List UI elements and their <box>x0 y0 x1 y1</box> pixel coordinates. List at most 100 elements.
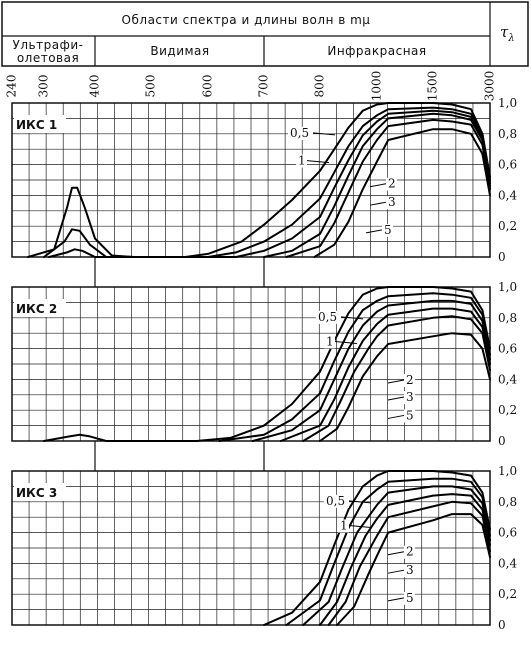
curve-label: 0,5 <box>318 310 337 324</box>
panel-title-backing <box>14 115 66 133</box>
curve-label: 2 <box>388 177 396 191</box>
chart-header <box>1 1 529 67</box>
y-tick-label: 0 <box>498 618 506 632</box>
region-uv-line2: олетовая <box>17 51 79 65</box>
panel-title-backing <box>14 299 66 317</box>
header-title: Области спектра и длины волн в mμ <box>122 13 371 27</box>
x-tick-label: 500 <box>144 75 158 98</box>
curve-label-backing <box>404 409 415 423</box>
tau-symbol-main: τ <box>500 23 509 41</box>
series-line <box>302 485 491 626</box>
chart-panel: 1,0 0,8 0,6 0,4 0,2 0 ИКС 2 0,5 1 2 3 5 <box>11 280 517 448</box>
y-tick-label: 0 <box>498 250 506 264</box>
series-line <box>319 332 491 442</box>
curve-label-leader <box>387 379 405 384</box>
curve-label-backing <box>404 591 415 605</box>
y-tick-label: 0,8 <box>498 311 517 325</box>
y-tick-label: 1,0 <box>498 280 517 294</box>
curve-label-leader <box>387 569 405 574</box>
series-line <box>302 315 491 442</box>
series-line <box>285 477 491 626</box>
curve-label-leader <box>369 201 387 206</box>
curve-label: 3 <box>406 563 414 577</box>
y-tick-label: 0 <box>498 434 506 448</box>
curve-label-backing <box>296 154 307 168</box>
y-tick-label: 1,0 <box>498 464 517 478</box>
curve-label: 5 <box>406 591 414 605</box>
series-line <box>263 470 491 626</box>
x-axis-ticks: 240 300 400 500 600 700 800 1000 1500 3000 <box>5 71 497 102</box>
curve-label-backing <box>404 545 415 559</box>
series-line <box>285 118 491 258</box>
curve-label: 1 <box>340 519 348 533</box>
series-line <box>313 128 491 258</box>
x-tick-label: 800 <box>313 75 327 98</box>
curve-label-leader <box>387 551 405 556</box>
y-tick-label: 0,8 <box>498 495 517 509</box>
x-tick-label: 1500 <box>426 71 440 102</box>
curve-label-backing <box>382 223 393 237</box>
x-tick-label: 240 <box>5 75 19 98</box>
y-tick-label: 0,8 <box>498 127 517 141</box>
curve-label-leader <box>348 525 372 529</box>
curve-label-backing <box>404 564 415 578</box>
curve-label-leader <box>340 316 364 320</box>
series-line <box>263 112 491 258</box>
tau-symbol: τλ <box>500 23 515 44</box>
region-infrared: Инфракрасная <box>327 44 426 58</box>
curve-label-leader <box>369 183 387 188</box>
curve-label-backing <box>404 374 415 388</box>
curve-label: 3 <box>406 390 414 404</box>
x-tick-label: 300 <box>37 75 51 98</box>
series-line <box>27 102 491 258</box>
x-tick-label: 3000 <box>483 71 497 102</box>
panel-title: ИКС 3 <box>16 486 57 500</box>
curve-label-leader <box>387 414 405 419</box>
series-line <box>279 307 491 442</box>
y-tick-label: 0,4 <box>498 188 517 202</box>
curve-label-backing <box>386 196 397 210</box>
series-line <box>327 500 491 626</box>
y-tick-label: 0,2 <box>498 403 517 417</box>
chart-panel: 1,0 0,8 0,6 0,4 0,2 0 ИКС 1 0,5 1 2 3 5 <box>11 96 517 264</box>
curve-label: 3 <box>388 195 396 209</box>
curve-label-backing <box>324 335 335 349</box>
series-line <box>43 106 491 258</box>
curve-label: 1 <box>326 335 334 349</box>
region-visible: Видимая <box>150 44 209 58</box>
curve-label: 2 <box>406 545 414 559</box>
curve-label-backing <box>386 177 397 191</box>
y-tick-label: 0,6 <box>498 158 517 172</box>
curve-label: 1 <box>298 154 306 168</box>
curve-label: 2 <box>406 373 414 387</box>
series-line <box>218 292 491 442</box>
curve-label: 5 <box>406 408 414 422</box>
curve-label: 0,5 <box>326 494 345 508</box>
curve-label: 0,5 <box>290 126 309 140</box>
curve-label-backing <box>316 310 341 324</box>
y-tick-label: 0,2 <box>498 587 517 601</box>
curve-label-backing <box>288 126 313 140</box>
chart-panels: 1,0 0,8 0,6 0,4 0,2 0 ИКС 1 0,5 1 2 3 5 1,0 0,8 0,6 0,4… <box>11 96 517 632</box>
y-tick-label: 0,6 <box>498 342 517 356</box>
x-tick-label: 400 <box>88 75 102 98</box>
header-frame <box>1 1 529 67</box>
curve-label-backing <box>404 390 415 404</box>
curve-label-leader <box>387 597 405 602</box>
x-tick-label: 1000 <box>370 71 384 102</box>
curve-label: 5 <box>384 223 392 237</box>
y-tick-label: 0,6 <box>498 526 517 540</box>
panel-title-backing <box>14 483 66 501</box>
curve-label-backing <box>324 494 349 508</box>
series-line <box>251 299 491 442</box>
x-tick-label: 600 <box>201 75 215 98</box>
panel-title: ИКС 2 <box>16 302 57 316</box>
series-line <box>319 493 491 626</box>
y-tick-label: 0,2 <box>498 219 517 233</box>
curve-label-backing <box>338 519 349 533</box>
curve-label-leader <box>306 160 330 164</box>
curve-label-leader <box>365 229 383 234</box>
y-tick-label: 1,0 <box>498 96 517 110</box>
